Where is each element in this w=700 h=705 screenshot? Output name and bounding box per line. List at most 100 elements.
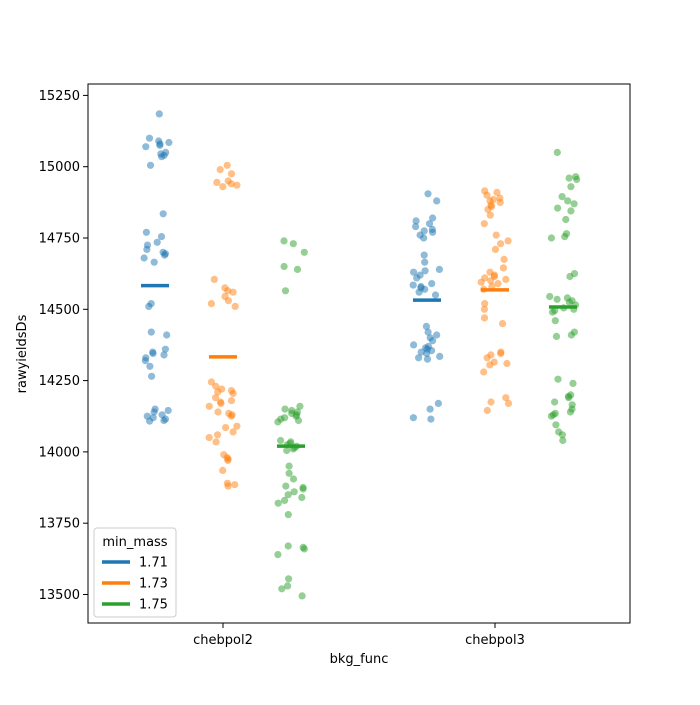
data-point bbox=[435, 265, 443, 273]
data-point bbox=[212, 382, 220, 390]
data-point bbox=[493, 188, 501, 196]
data-point bbox=[163, 331, 171, 339]
data-point bbox=[161, 251, 169, 259]
data-point bbox=[214, 431, 222, 439]
data-point bbox=[546, 292, 554, 301]
data-point bbox=[224, 456, 232, 464]
data-point bbox=[480, 305, 488, 313]
y-tick-label: 13500 bbox=[39, 588, 80, 603]
data-point bbox=[491, 245, 500, 253]
data-point bbox=[554, 375, 562, 383]
data-point bbox=[565, 298, 574, 306]
data-point bbox=[278, 585, 286, 593]
data-point bbox=[567, 331, 576, 339]
data-point bbox=[412, 223, 420, 231]
data-point bbox=[219, 466, 227, 474]
legend-label: 1.73 bbox=[139, 577, 168, 592]
data-point bbox=[229, 389, 237, 397]
data-point bbox=[497, 349, 505, 358]
data-point bbox=[500, 255, 508, 263]
data-point bbox=[429, 214, 437, 222]
data-point bbox=[429, 228, 437, 236]
data-point bbox=[553, 295, 561, 303]
data-point bbox=[224, 482, 232, 490]
data-point bbox=[143, 245, 151, 253]
data-point bbox=[434, 399, 442, 407]
data-point bbox=[274, 418, 282, 426]
data-point bbox=[156, 141, 164, 149]
data-point bbox=[233, 181, 241, 189]
data-point bbox=[227, 397, 236, 405]
data-point bbox=[433, 331, 441, 339]
data-point bbox=[284, 542, 292, 550]
data-point bbox=[565, 174, 573, 182]
data-point bbox=[149, 349, 157, 358]
data-point bbox=[150, 408, 158, 416]
data-point bbox=[274, 551, 282, 559]
data-point bbox=[486, 361, 494, 369]
data-point bbox=[548, 308, 557, 316]
data-point bbox=[565, 394, 573, 402]
x-tick-label: chebpol2 bbox=[193, 633, 253, 648]
data-point bbox=[504, 399, 513, 407]
data-point bbox=[552, 421, 560, 429]
data-point bbox=[280, 262, 288, 271]
data-point bbox=[554, 204, 562, 212]
data-point bbox=[216, 166, 224, 174]
data-point bbox=[284, 582, 292, 590]
data-point bbox=[425, 220, 434, 228]
data-point bbox=[547, 234, 556, 242]
data-point bbox=[274, 499, 282, 507]
data-point bbox=[227, 180, 235, 188]
data-point bbox=[285, 575, 293, 583]
x-tick-label: chebpol3 bbox=[465, 633, 525, 648]
data-point bbox=[300, 248, 308, 256]
data-point bbox=[210, 275, 218, 283]
y-axis: 13500 13750 14000 14250 14500 14750 15000 15250 bbox=[39, 89, 88, 603]
data-point bbox=[161, 345, 169, 353]
data-point bbox=[553, 148, 561, 156]
data-point bbox=[409, 281, 417, 289]
data-point bbox=[503, 359, 511, 368]
data-point bbox=[285, 462, 293, 470]
data-point bbox=[284, 510, 292, 519]
data-point bbox=[140, 254, 148, 262]
data-point bbox=[207, 378, 215, 386]
data-point bbox=[148, 372, 156, 380]
data-point bbox=[496, 198, 504, 206]
data-point bbox=[213, 178, 221, 186]
data-point bbox=[229, 428, 237, 436]
data-point bbox=[229, 288, 237, 296]
data-point bbox=[570, 200, 578, 208]
data-point bbox=[300, 545, 308, 553]
data-point bbox=[219, 183, 227, 191]
data-point bbox=[429, 337, 437, 345]
data-point bbox=[159, 210, 167, 218]
data-point bbox=[224, 297, 232, 305]
legend-label: 1.75 bbox=[139, 598, 168, 613]
data-point bbox=[433, 197, 441, 205]
data-point bbox=[477, 278, 485, 286]
data-point bbox=[212, 394, 220, 402]
data-point bbox=[424, 190, 432, 198]
data-point bbox=[420, 234, 428, 242]
data-point bbox=[285, 469, 293, 477]
data-point bbox=[409, 414, 417, 422]
data-point bbox=[499, 320, 507, 328]
data-point bbox=[483, 406, 491, 415]
data-point bbox=[410, 268, 418, 276]
data-point bbox=[480, 220, 488, 228]
data-point bbox=[547, 412, 556, 420]
x-axis: chebpol2 chebpol3 bbox=[193, 623, 525, 648]
data-point bbox=[160, 351, 168, 359]
data-point bbox=[415, 288, 423, 296]
data-point bbox=[569, 379, 577, 387]
data-point bbox=[233, 422, 241, 430]
data-point bbox=[558, 431, 567, 439]
data-point bbox=[499, 264, 507, 272]
data-point bbox=[284, 491, 292, 499]
y-tick-label: 15000 bbox=[39, 160, 80, 175]
means-layer bbox=[141, 283, 577, 448]
